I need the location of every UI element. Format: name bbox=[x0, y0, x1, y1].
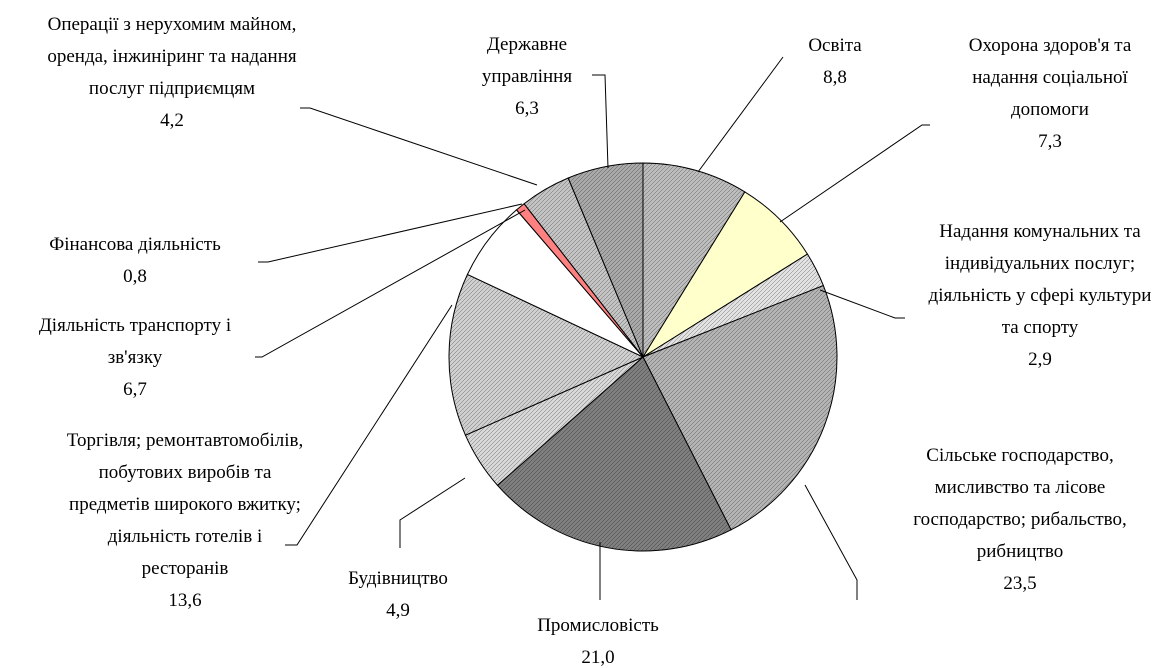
category-label: Промисловість bbox=[537, 615, 659, 636]
category-label: Сільське господарство, мисливство та ліс… bbox=[913, 445, 1127, 562]
slice-texture bbox=[643, 163, 745, 357]
category-label: Діяльність транспорту і зв'язку bbox=[38, 315, 232, 368]
leader-line bbox=[819, 289, 905, 319]
slice-label: Діяльність транспорту і зв'язку 6,7 bbox=[10, 310, 260, 406]
value-label: 23,5 bbox=[1003, 573, 1037, 594]
leader-line bbox=[592, 74, 609, 169]
slice-label: Освіта 8,8 bbox=[780, 30, 890, 94]
slice-texture bbox=[497, 357, 732, 552]
category-label: Надання комунальних та індивідуальних по… bbox=[928, 221, 1152, 338]
leader-line bbox=[300, 107, 538, 186]
slice-label: Державне управління 6,3 bbox=[452, 29, 602, 125]
leader-line bbox=[697, 56, 784, 173]
leader-line bbox=[399, 477, 466, 548]
leader-line bbox=[779, 124, 930, 223]
slice-label: Будівництво 4,9 bbox=[318, 563, 478, 627]
slice-label: Охорона здоров'я та надання соціальної д… bbox=[945, 30, 1155, 158]
value-label: 13,6 bbox=[168, 590, 202, 611]
slice-texture bbox=[449, 274, 643, 436]
value-label: 7,3 bbox=[1038, 131, 1062, 152]
leader-line bbox=[285, 304, 453, 546]
leader-line bbox=[255, 209, 526, 358]
value-label: 6,3 bbox=[515, 98, 539, 119]
slice-texture bbox=[643, 285, 837, 530]
slice-label: Надання комунальних та індивідуальних по… bbox=[920, 216, 1160, 376]
category-label: Державне управління bbox=[481, 34, 573, 87]
slice-texture bbox=[465, 357, 643, 486]
value-label: 2,9 bbox=[1028, 349, 1052, 370]
slice-texture bbox=[643, 254, 824, 357]
slice-label: Промисловість 21,0 bbox=[498, 610, 698, 668]
category-label: Освіта bbox=[808, 35, 862, 56]
slice-label: Фінансова діяльність 0,8 bbox=[0, 229, 270, 293]
value-label: 0,8 bbox=[123, 266, 147, 287]
slice-label: Торгівля; ремонтавтомобілів, побутових в… bbox=[65, 425, 305, 617]
slice-label: Операції з нерухомим майном, оренда, інж… bbox=[27, 9, 317, 137]
category-label: Торгівля; ремонтавтомобілів, побутових в… bbox=[66, 430, 304, 579]
leader-line bbox=[258, 203, 523, 263]
value-label: 8,8 bbox=[823, 67, 847, 88]
leader-line bbox=[804, 484, 858, 600]
slice-texture bbox=[524, 178, 643, 357]
category-label: Операції з нерухомим майном, оренда, інж… bbox=[47, 14, 297, 99]
category-label: Фінансова діяльність bbox=[49, 234, 221, 255]
value-label: 6,7 bbox=[123, 379, 147, 400]
value-label: 21,0 bbox=[581, 647, 615, 668]
category-label: Будівництво bbox=[348, 568, 448, 589]
slice-texture bbox=[568, 163, 643, 357]
category-label: Охорона здоров'я та надання соціальної д… bbox=[968, 35, 1132, 120]
slice-label: Сільське господарство, мисливство та ліс… bbox=[895, 440, 1145, 600]
value-label: 4,9 bbox=[386, 600, 410, 621]
value-label: 4,2 bbox=[160, 110, 184, 131]
